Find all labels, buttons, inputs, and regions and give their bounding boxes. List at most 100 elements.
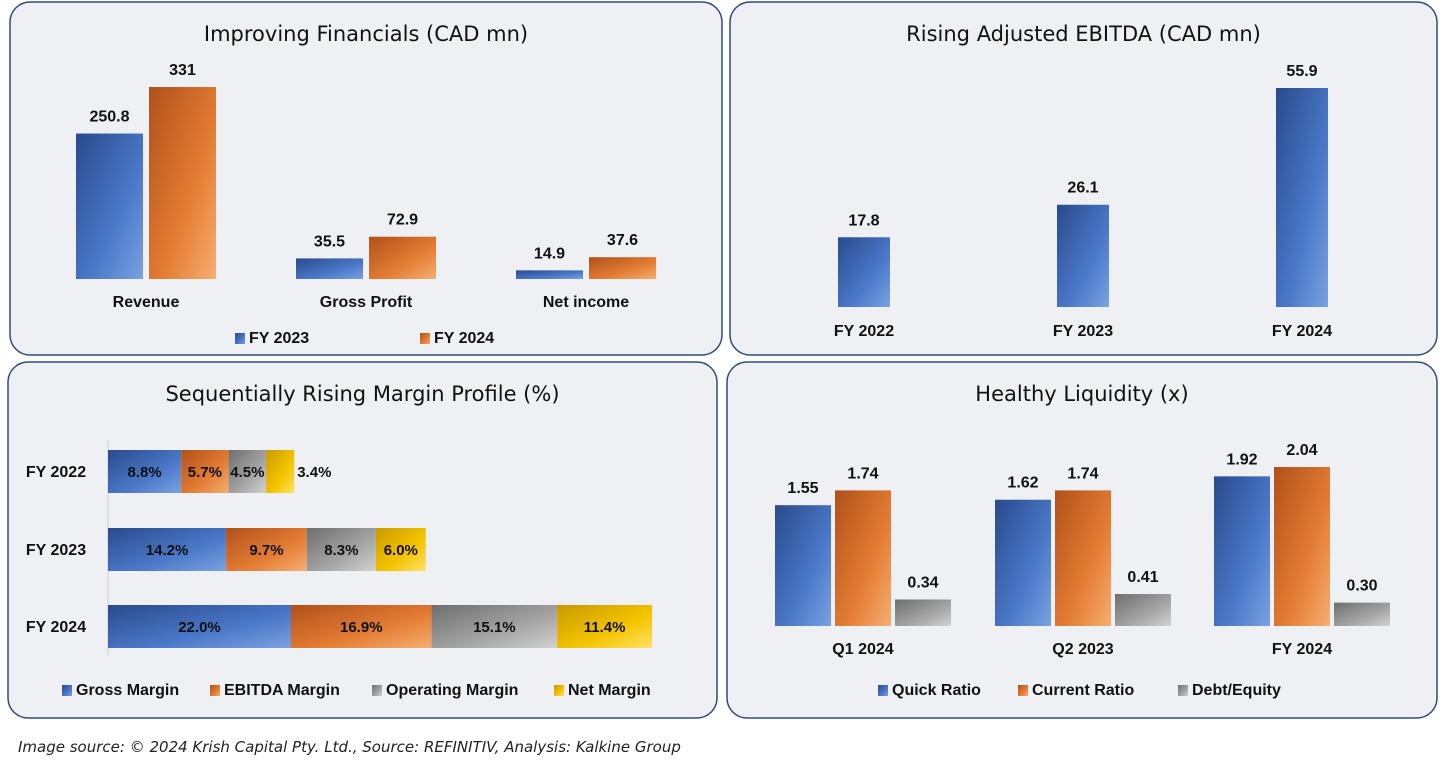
data-label: 1.55: [787, 480, 818, 497]
legend-swatch: [62, 685, 72, 696]
category-label: FY 2024: [1272, 641, 1332, 658]
legend-label: Quick Ratio: [892, 682, 981, 699]
legend-label: Current Ratio: [1032, 682, 1134, 699]
legend-label: EBITDA Margin: [224, 682, 340, 699]
bar-segment: [181, 450, 229, 493]
data-label: 8.3%: [324, 542, 358, 559]
bar: [369, 236, 436, 279]
bar-segment: [375, 528, 426, 571]
bar-segment: [306, 528, 376, 571]
data-label: 11.4%: [584, 619, 626, 636]
data-label: 2.04: [1286, 442, 1317, 459]
bar: [516, 270, 583, 279]
category-label: FY 2023: [1053, 323, 1113, 340]
data-label: 250.8: [89, 109, 129, 126]
legend-swatch: [210, 685, 220, 696]
image-source-caption: Image source: © 2024 Krish Capital Pty. …: [18, 738, 681, 756]
category-label: Gross Profit: [320, 294, 413, 311]
data-label: 5.7%: [188, 464, 222, 481]
chart-ebitda: 17.8 FY 2022 26.1 FY 2023 55.9 FY 2024: [834, 63, 1332, 340]
bar: [1274, 467, 1330, 626]
chart-title: Healthy Liquidity (x): [975, 382, 1188, 406]
bar-segment: [228, 450, 267, 493]
chart-liquidity: 1.55 1.74 0.34 Q1 2024 1.62 1.74 0.41 Q2 2023 1.…: [775, 442, 1390, 699]
chart-title: Improving Financials (CAD mn): [204, 22, 528, 46]
legend-swatch: [372, 685, 382, 696]
bar: [895, 599, 951, 626]
data-label: 1.74: [1067, 465, 1098, 482]
category-label: FY 2022: [26, 464, 86, 481]
legend-swatch: [878, 685, 888, 696]
chart-margins: FY 2022 8.8% 5.7% 4.5% 3.4% FY 2023 14.2% 9.7% 8…: [26, 440, 652, 699]
data-label: 9.7%: [249, 542, 283, 559]
data-label: 1.62: [1007, 475, 1038, 492]
legend-swatch: [1018, 685, 1028, 696]
data-label: 22.0%: [178, 619, 221, 636]
category-label: Q2 2023: [1052, 641, 1113, 658]
bar: [589, 257, 656, 279]
category-label: FY 2023: [26, 542, 86, 559]
data-label: 8.8%: [127, 464, 161, 481]
bar-segment: [226, 528, 307, 571]
bar: [149, 87, 216, 279]
legend-swatch: [1178, 685, 1188, 696]
chart-financials: 250.8 331 Revenue 35.5 72.9 Gross Profit 14.9 3…: [76, 62, 656, 347]
data-label: 0.30: [1346, 578, 1377, 595]
bar: [775, 505, 831, 626]
bar: [1115, 594, 1171, 626]
data-label: 0.34: [907, 575, 938, 592]
category-label: FY 2022: [834, 323, 894, 340]
chart-title: Sequentially Rising Margin Profile (%): [165, 382, 559, 406]
bar-segment: [108, 605, 291, 648]
bar: [1276, 88, 1328, 307]
legend-label: Net Margin: [568, 682, 651, 699]
bar: [76, 133, 143, 279]
bar: [835, 490, 891, 626]
legend-label: Operating Margin: [386, 682, 518, 699]
data-label: 37.6: [607, 232, 638, 249]
data-label: 1.74: [847, 465, 878, 482]
data-label: 14.9: [534, 245, 565, 262]
data-label: 15.1%: [473, 619, 516, 636]
legend-label: FY 2024: [434, 330, 494, 347]
chart-panel: Rising Adjusted EBITDA (CAD mn): [729, 1, 1438, 356]
legend-label: FY 2023: [249, 330, 309, 347]
data-label: 72.9: [387, 212, 418, 229]
data-label: 0.41: [1127, 569, 1158, 586]
category-label: Revenue: [113, 294, 180, 311]
data-label: 1.92: [1226, 451, 1257, 468]
bar-segment: [108, 450, 182, 493]
legend-swatch: [420, 333, 430, 344]
legend-swatch: [235, 333, 245, 344]
legend-label: Debt/Equity: [1192, 682, 1281, 699]
bar-segment: [431, 605, 558, 648]
data-label: 331: [169, 62, 196, 79]
data-label: 4.5%: [230, 464, 264, 481]
panel-frame: [729, 1, 1438, 356]
bar: [1214, 476, 1270, 626]
bar: [296, 258, 363, 279]
category-label: Q1 2024: [832, 641, 893, 658]
data-label: 3.4%: [297, 464, 331, 481]
bar-segment: [266, 450, 295, 493]
chart-title: Rising Adjusted EBITDA (CAD mn): [906, 22, 1261, 46]
category-label: FY 2024: [26, 619, 86, 636]
data-label: 35.5: [314, 233, 345, 250]
data-label: 26.1: [1067, 180, 1098, 197]
data-label: 17.8: [848, 212, 879, 229]
bar: [1057, 204, 1109, 307]
bar-segment: [290, 605, 432, 648]
bar: [995, 499, 1051, 626]
legend-label: Gross Margin: [76, 682, 179, 699]
category-label: Net income: [543, 294, 629, 311]
bar: [838, 237, 890, 307]
legend-swatch: [554, 685, 564, 696]
bar-segment: [108, 528, 227, 571]
data-label: 16.9%: [340, 619, 383, 636]
data-label: 6.0%: [384, 542, 418, 559]
data-label: 55.9: [1286, 63, 1317, 80]
bar: [1334, 602, 1390, 626]
category-label: FY 2024: [1272, 323, 1332, 340]
bar: [1055, 490, 1111, 626]
